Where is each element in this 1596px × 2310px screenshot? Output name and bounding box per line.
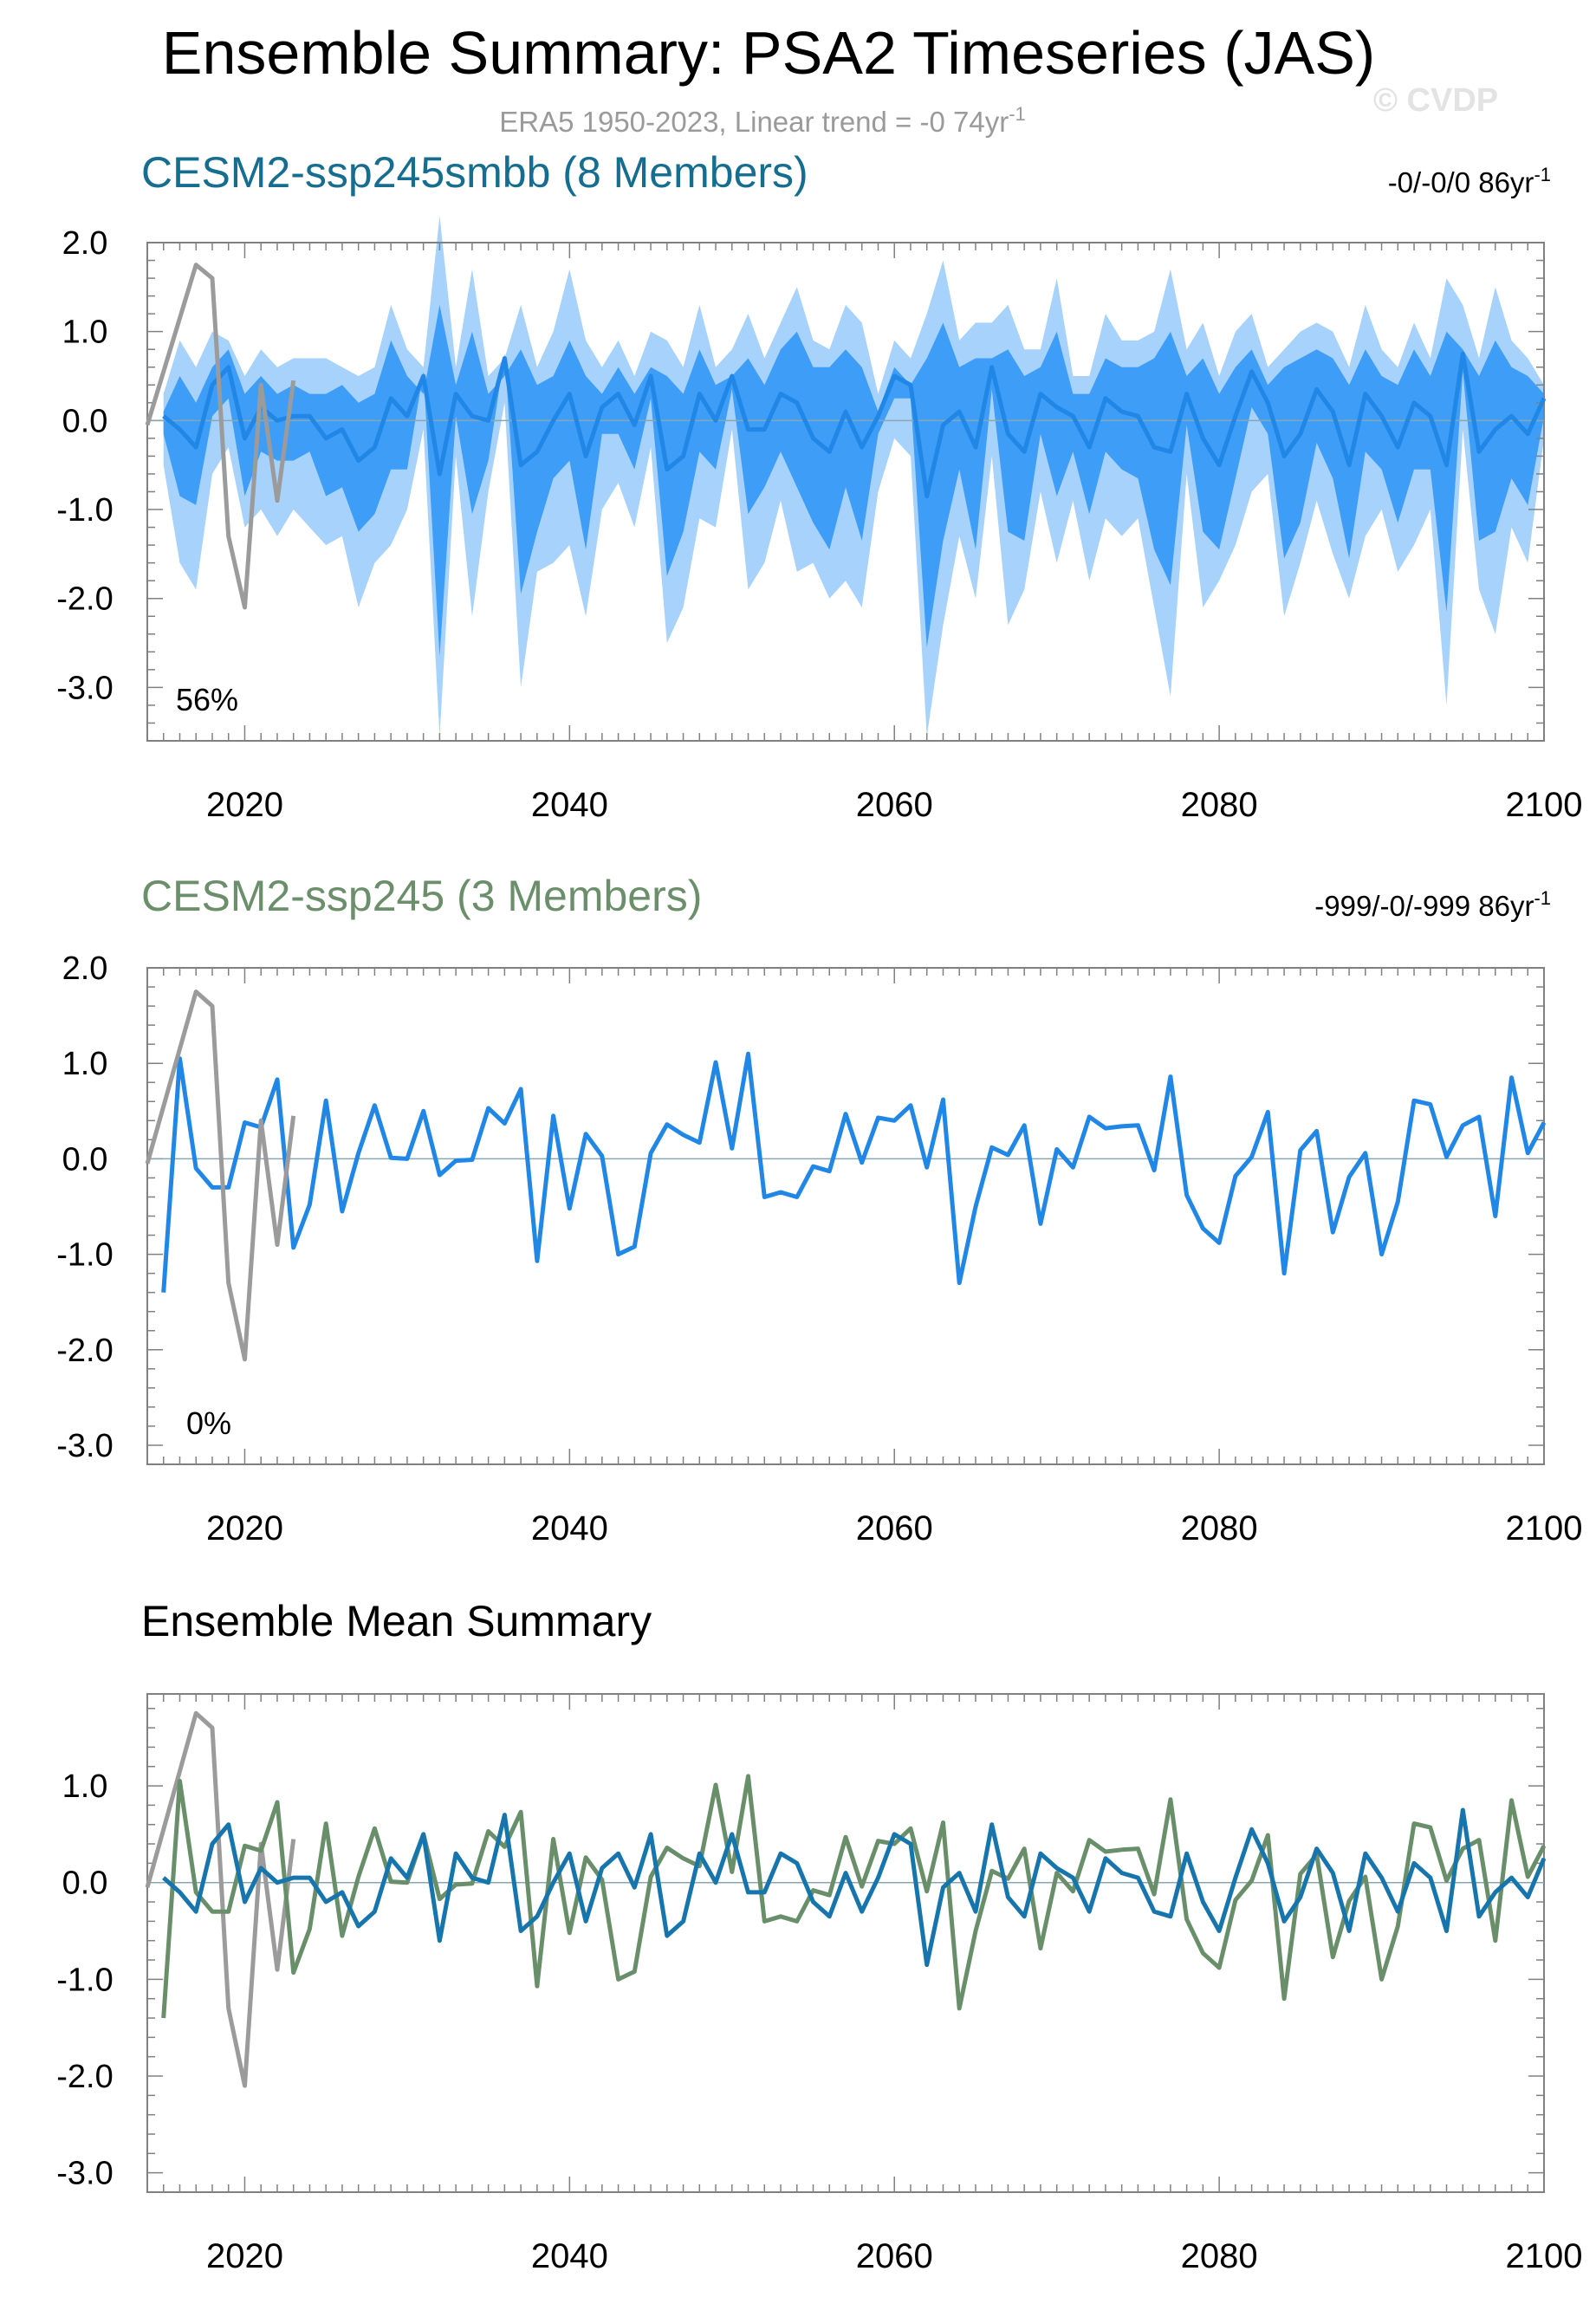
y-tick-label: 1.0 [62,1768,108,1805]
panel-title: Ensemble Mean Summary [141,1597,652,1645]
x-tick-label: 2040 [531,1509,608,1548]
y-tick-label: -1.0 [56,1962,113,1998]
observations-line [145,263,296,610]
x-tick-label: 2060 [856,786,933,824]
percent-label: 0% [186,1405,231,1441]
x-tick-label: 2020 [206,786,283,824]
x-tick-label: 2100 [1506,786,1583,824]
plot-area: 2.0 1.0 0.0 -1.0 -2.0 -3.0 2020 2040 2060 2080 210… [56,951,1582,1548]
y-tick-label: -2.0 [56,2059,113,2095]
y-tick-label: -3.0 [56,1428,113,1464]
figure-subtitle: ERA5 1950-2023, Linear trend = -0 74yr-1 [499,103,1026,138]
observations-line [145,1710,296,2088]
x-tick-label: 2060 [856,1509,933,1548]
y-tick-label: 1.0 [62,1046,108,1082]
x-tick-label: 2060 [856,2237,933,2275]
panel-title: CESM2-ssp245 (3 Members) [141,872,702,920]
y-tick-label: -1.0 [56,492,113,529]
figure-title: Ensemble Summary: PSA2 Timeseries (JAS) [162,19,1375,87]
plot-area: 2.0 1.0 0.0 -1.0 -2.0 -3.0 2020 2040 2060 2080 210… [56,216,1582,824]
y-tick-label: -2.0 [56,1333,113,1369]
y-tick-label: 0.0 [62,1866,108,1902]
x-tick-label: 2080 [1181,2237,1258,2275]
y-tick-label: 1.0 [62,315,108,351]
x-tick-label: 2100 [1506,2237,1583,2275]
x-tick-label: 2040 [531,786,608,824]
panel-ssp245: CESM2-ssp245 (3 Members) -999/-0/-999 86… [56,872,1582,1548]
panel-ssp245smbb: CESM2-ssp245smbb (8 Members) -0/-0/0 86y… [56,148,1582,824]
y-tick-label: -3.0 [56,2156,113,2192]
y-tick-label: -1.0 [56,1237,113,1274]
panel-title: CESM2-ssp245smbb (8 Members) [141,148,808,197]
observations-line [145,990,296,1362]
x-tick-label: 2080 [1181,786,1258,824]
trend-label: -0/-0/0 86yr-1 [1388,164,1551,198]
y-tick-label: 2.0 [62,225,108,262]
ssp245-line [161,1051,1547,1293]
y-tick-label: -2.0 [56,581,113,618]
y-tick-label: 0.0 [62,403,108,439]
panel-ensemble-mean-summary: Ensemble Mean Summary 1.0 0.0 -1.0 -2.0 -3.0… [56,1597,1582,2275]
y-tick-label: 2.0 [62,951,108,987]
x-tick-label: 2020 [206,1509,283,1548]
ssp245smbb-mean-line [162,1807,1547,1968]
x-tick-label: 2020 [206,2237,283,2275]
x-tick-label: 2080 [1181,1509,1258,1548]
x-tick-label: 2100 [1506,1509,1583,1548]
y-tick-label: -3.0 [56,670,113,706]
watermark: © CVDP [1373,82,1498,119]
trend-label: -999/-0/-999 86yr-1 [1314,887,1551,922]
percent-label: 56% [176,682,238,717]
x-tick-label: 2040 [531,2237,608,2275]
ensemble-mean-line [162,351,1547,499]
y-tick-label: 0.0 [62,1141,108,1178]
plot-area: 1.0 0.0 -1.0 -2.0 -3.0 2020 2040 2060 2080 2100 [56,1693,1583,2275]
